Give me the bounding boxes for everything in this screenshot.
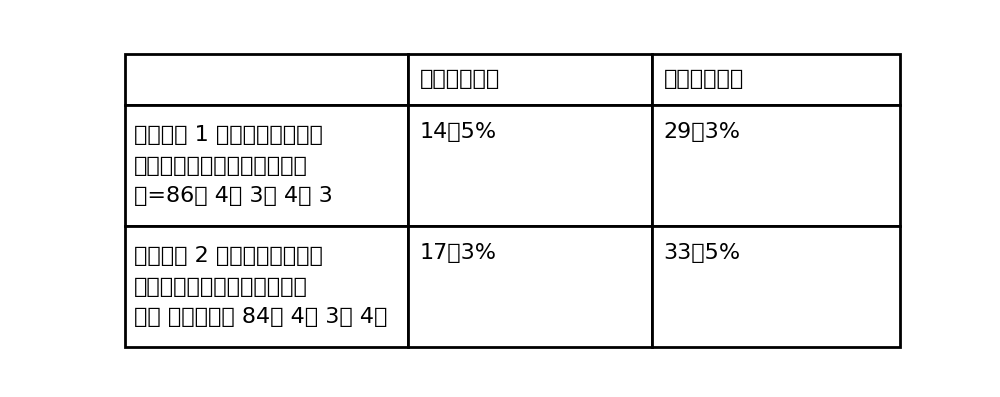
Text: 茌香硫醇：乙二硫醇：苯酚：: 茌香硫醇：乙二硫醇：苯酚： xyxy=(134,156,308,175)
Bar xyxy=(652,105,900,226)
Bar xyxy=(652,226,900,347)
Bar xyxy=(125,54,408,105)
Text: 裂解试剂 1 配方：三氟乙酸：: 裂解试剂 1 配方：三氟乙酸： xyxy=(134,125,323,145)
Text: 裂解步骤纯度: 裂解步骤纯度 xyxy=(664,69,744,89)
Bar xyxy=(652,54,900,105)
Text: 29．3%: 29．3% xyxy=(664,122,741,142)
Text: 水： 甲硫醇＝　 84： 4： 3： 4：: 水： 甲硫醇＝ 84： 4： 3： 4： xyxy=(134,307,388,327)
Bar xyxy=(408,105,652,226)
Bar xyxy=(125,226,408,347)
Text: 裂解试剂 2 配方：三氟乙酸：: 裂解试剂 2 配方：三氟乙酸： xyxy=(134,247,323,266)
Text: 茌香硫醇：乙二硫醇：苯酚：: 茌香硫醇：乙二硫醇：苯酚： xyxy=(134,277,308,297)
Text: 17．3%: 17．3% xyxy=(420,243,496,263)
Text: 14．5%: 14．5% xyxy=(420,122,497,142)
Text: 33．5%: 33．5% xyxy=(664,243,741,263)
Text: 裂解步骤收率: 裂解步骤收率 xyxy=(420,69,500,89)
Text: 水=86： 4： 3： 4： 3: 水=86： 4： 3： 4： 3 xyxy=(134,186,333,206)
Bar xyxy=(408,226,652,347)
Bar xyxy=(408,54,652,105)
Bar xyxy=(125,105,408,226)
